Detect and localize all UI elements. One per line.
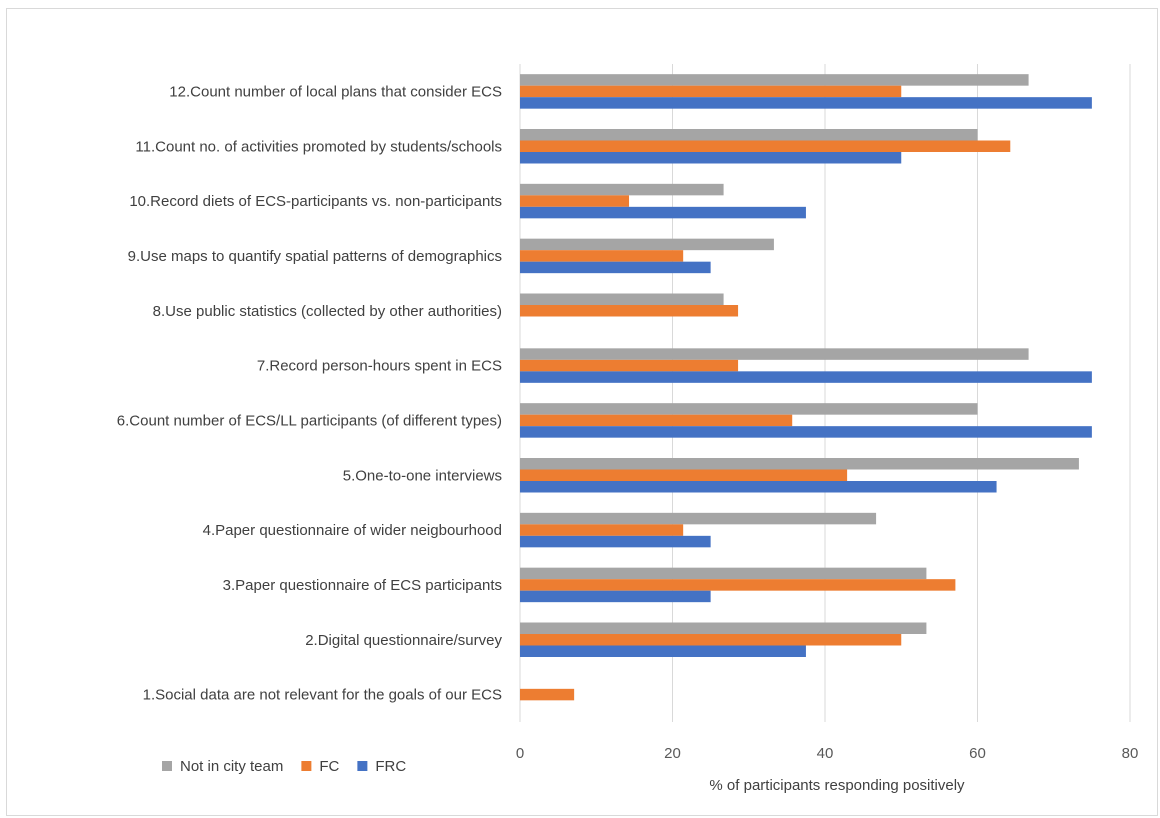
bar bbox=[520, 524, 684, 536]
legend-swatch bbox=[357, 761, 368, 771]
category-label: 1.Social data are not relevant for the g… bbox=[143, 687, 502, 704]
category-label: 5.One-to-one interviews bbox=[343, 467, 502, 484]
bars bbox=[520, 74, 1092, 701]
x-tick-label: 60 bbox=[969, 745, 986, 762]
bar bbox=[520, 414, 793, 427]
category-label: 11.Count no. of activities promoted by s… bbox=[135, 138, 502, 155]
legend-entry: Not in city team bbox=[180, 758, 283, 775]
bar bbox=[520, 481, 997, 493]
legend-swatch bbox=[301, 761, 312, 771]
bar bbox=[520, 74, 1029, 86]
category-label: 9.Use maps to quantify spatial patterns … bbox=[128, 248, 502, 265]
bar bbox=[520, 403, 978, 415]
bar bbox=[520, 458, 1079, 470]
gridlines bbox=[519, 64, 1131, 722]
category-label: 6.Count number of ECS/LL participants (o… bbox=[117, 412, 502, 429]
category-labels: 1.Social data are not relevant for the g… bbox=[117, 83, 503, 703]
bar bbox=[520, 622, 927, 634]
x-axis-title: % of participants responding positively bbox=[709, 777, 965, 794]
bar bbox=[520, 152, 902, 164]
bar bbox=[520, 535, 711, 548]
bar bbox=[520, 469, 848, 481]
bar bbox=[520, 579, 956, 591]
bar bbox=[520, 195, 630, 207]
bar bbox=[520, 140, 1011, 152]
bar bbox=[520, 426, 1092, 438]
bar bbox=[520, 85, 902, 98]
bar bbox=[520, 250, 684, 262]
bar bbox=[520, 293, 724, 305]
legend-entry: FRC bbox=[375, 758, 406, 775]
x-tick-labels: 0 20 40 60 80 bbox=[516, 745, 1139, 762]
category-label: 3.Paper questionnaire of ECS participant… bbox=[223, 577, 502, 594]
category-label: 8.Use public statistics (collected by ot… bbox=[153, 303, 502, 320]
category-label: 4.Paper questionnaire of wider neigbourh… bbox=[203, 522, 502, 539]
bar bbox=[520, 305, 739, 317]
category-label: 12.Count number of local plans that cons… bbox=[169, 83, 502, 100]
x-tick-label: 20 bbox=[664, 745, 681, 762]
legend-entry: FC bbox=[319, 758, 339, 775]
category-label: 10.Record diets of ECS-participants vs. … bbox=[129, 193, 502, 210]
x-tick-label: 40 bbox=[817, 745, 834, 762]
category-label: 7.Record person-hours spent in ECS bbox=[257, 358, 502, 375]
x-tick-label: 0 bbox=[516, 745, 524, 762]
bar bbox=[520, 238, 774, 251]
bar bbox=[520, 371, 1092, 383]
bar bbox=[520, 183, 724, 196]
bar bbox=[520, 97, 1092, 109]
bar bbox=[520, 348, 1029, 360]
bar bbox=[520, 645, 806, 657]
bar bbox=[520, 129, 978, 141]
bar bbox=[520, 688, 575, 701]
bar bbox=[520, 359, 739, 372]
bar bbox=[520, 206, 806, 219]
category-label: 2.Digital questionnaire/survey bbox=[305, 632, 502, 649]
legend-swatch bbox=[162, 761, 172, 771]
legend: Not in city team FC FRC bbox=[162, 758, 406, 775]
bar bbox=[520, 590, 711, 603]
bar bbox=[520, 634, 902, 646]
bar bbox=[520, 567, 927, 580]
bar bbox=[520, 261, 711, 274]
bar bbox=[520, 512, 877, 525]
x-tick-label: 80 bbox=[1122, 745, 1139, 762]
